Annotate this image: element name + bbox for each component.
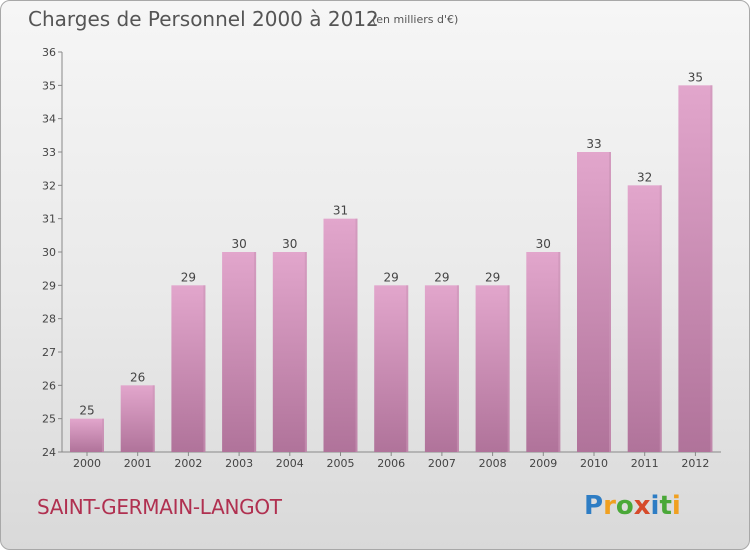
bar-edge [710, 85, 713, 452]
bar-edge [507, 285, 510, 452]
bar-2001 [120, 385, 155, 452]
bar-edge [102, 418, 104, 452]
x-tick-label: 2012 [681, 457, 709, 470]
bar-2007 [424, 285, 459, 452]
x-tick-label: 2004 [276, 457, 304, 470]
bar-value-label: 32 [637, 170, 652, 184]
bar-value-label: 30 [282, 237, 297, 251]
x-tick-label: 2002 [174, 457, 202, 470]
bar-value-label: 35 [688, 70, 703, 84]
y-tick-label: 27 [42, 346, 56, 359]
x-tick-label: 2010 [580, 457, 608, 470]
bar-edge [659, 185, 662, 453]
y-tick-label: 28 [42, 313, 56, 326]
bar-2006 [374, 285, 409, 452]
y-tick-label: 33 [42, 146, 56, 159]
bar-value-label: 33 [586, 137, 601, 151]
y-tick-label: 31 [42, 213, 56, 226]
bar-edge [203, 285, 206, 452]
y-tick-label: 34 [42, 113, 56, 126]
bar-value-label: 25 [79, 404, 94, 418]
y-tick-label: 29 [42, 279, 56, 292]
x-tick-label: 2001 [124, 457, 152, 470]
bar-edge [254, 252, 257, 452]
x-tick-label: 2000 [73, 457, 101, 470]
bar-value-label: 29 [181, 270, 196, 284]
x-tick-label: 2009 [529, 457, 557, 470]
bar-edge [406, 285, 409, 452]
bar-2011 [627, 185, 662, 453]
bar-2003 [222, 252, 257, 452]
bar-edge [609, 152, 611, 452]
bar-value-label: 30 [231, 237, 246, 251]
bar-2009 [526, 252, 561, 452]
bar-2000 [70, 418, 104, 452]
bar-2010 [577, 152, 611, 452]
bar-value-label: 29 [434, 270, 449, 284]
bar-value-label: 26 [130, 370, 145, 384]
y-tick-label: 25 [42, 413, 56, 426]
y-tick-label: 30 [42, 246, 56, 259]
bar-edge [152, 385, 155, 452]
bar-2002 [171, 285, 206, 452]
proxiti-logo: Proxiti [584, 491, 681, 521]
bar-value-label: 31 [333, 204, 348, 218]
bar-2005 [323, 218, 358, 452]
bar-edge [355, 218, 358, 452]
y-tick-label: 26 [42, 379, 56, 392]
x-tick-label: 2007 [428, 457, 456, 470]
x-tick-label: 2008 [479, 457, 507, 470]
commune-name: SAINT-GERMAIN-LANGOT [37, 495, 282, 519]
bar-2012 [678, 85, 713, 452]
bar-edge [558, 252, 561, 452]
y-tick-label: 24 [42, 446, 56, 459]
bar-edge [304, 252, 307, 452]
y-tick-label: 32 [42, 179, 56, 192]
x-tick-label: 2006 [377, 457, 405, 470]
bar-value-label: 29 [384, 270, 399, 284]
chart-subtitle: (en milliers d'€) [372, 13, 459, 26]
bar-edge [456, 285, 459, 452]
x-tick-label: 2005 [327, 457, 355, 470]
bar-2004 [272, 252, 307, 452]
x-tick-label: 2011 [631, 457, 659, 470]
x-tick-label: 2003 [225, 457, 253, 470]
bar-value-label: 30 [536, 237, 551, 251]
y-tick-label: 36 [42, 46, 56, 59]
y-tick-label: 35 [42, 79, 56, 92]
bar-2008 [475, 285, 510, 452]
chart-title: Charges de Personnel 2000 à 2012 [28, 7, 379, 31]
bar-value-label: 29 [485, 270, 500, 284]
